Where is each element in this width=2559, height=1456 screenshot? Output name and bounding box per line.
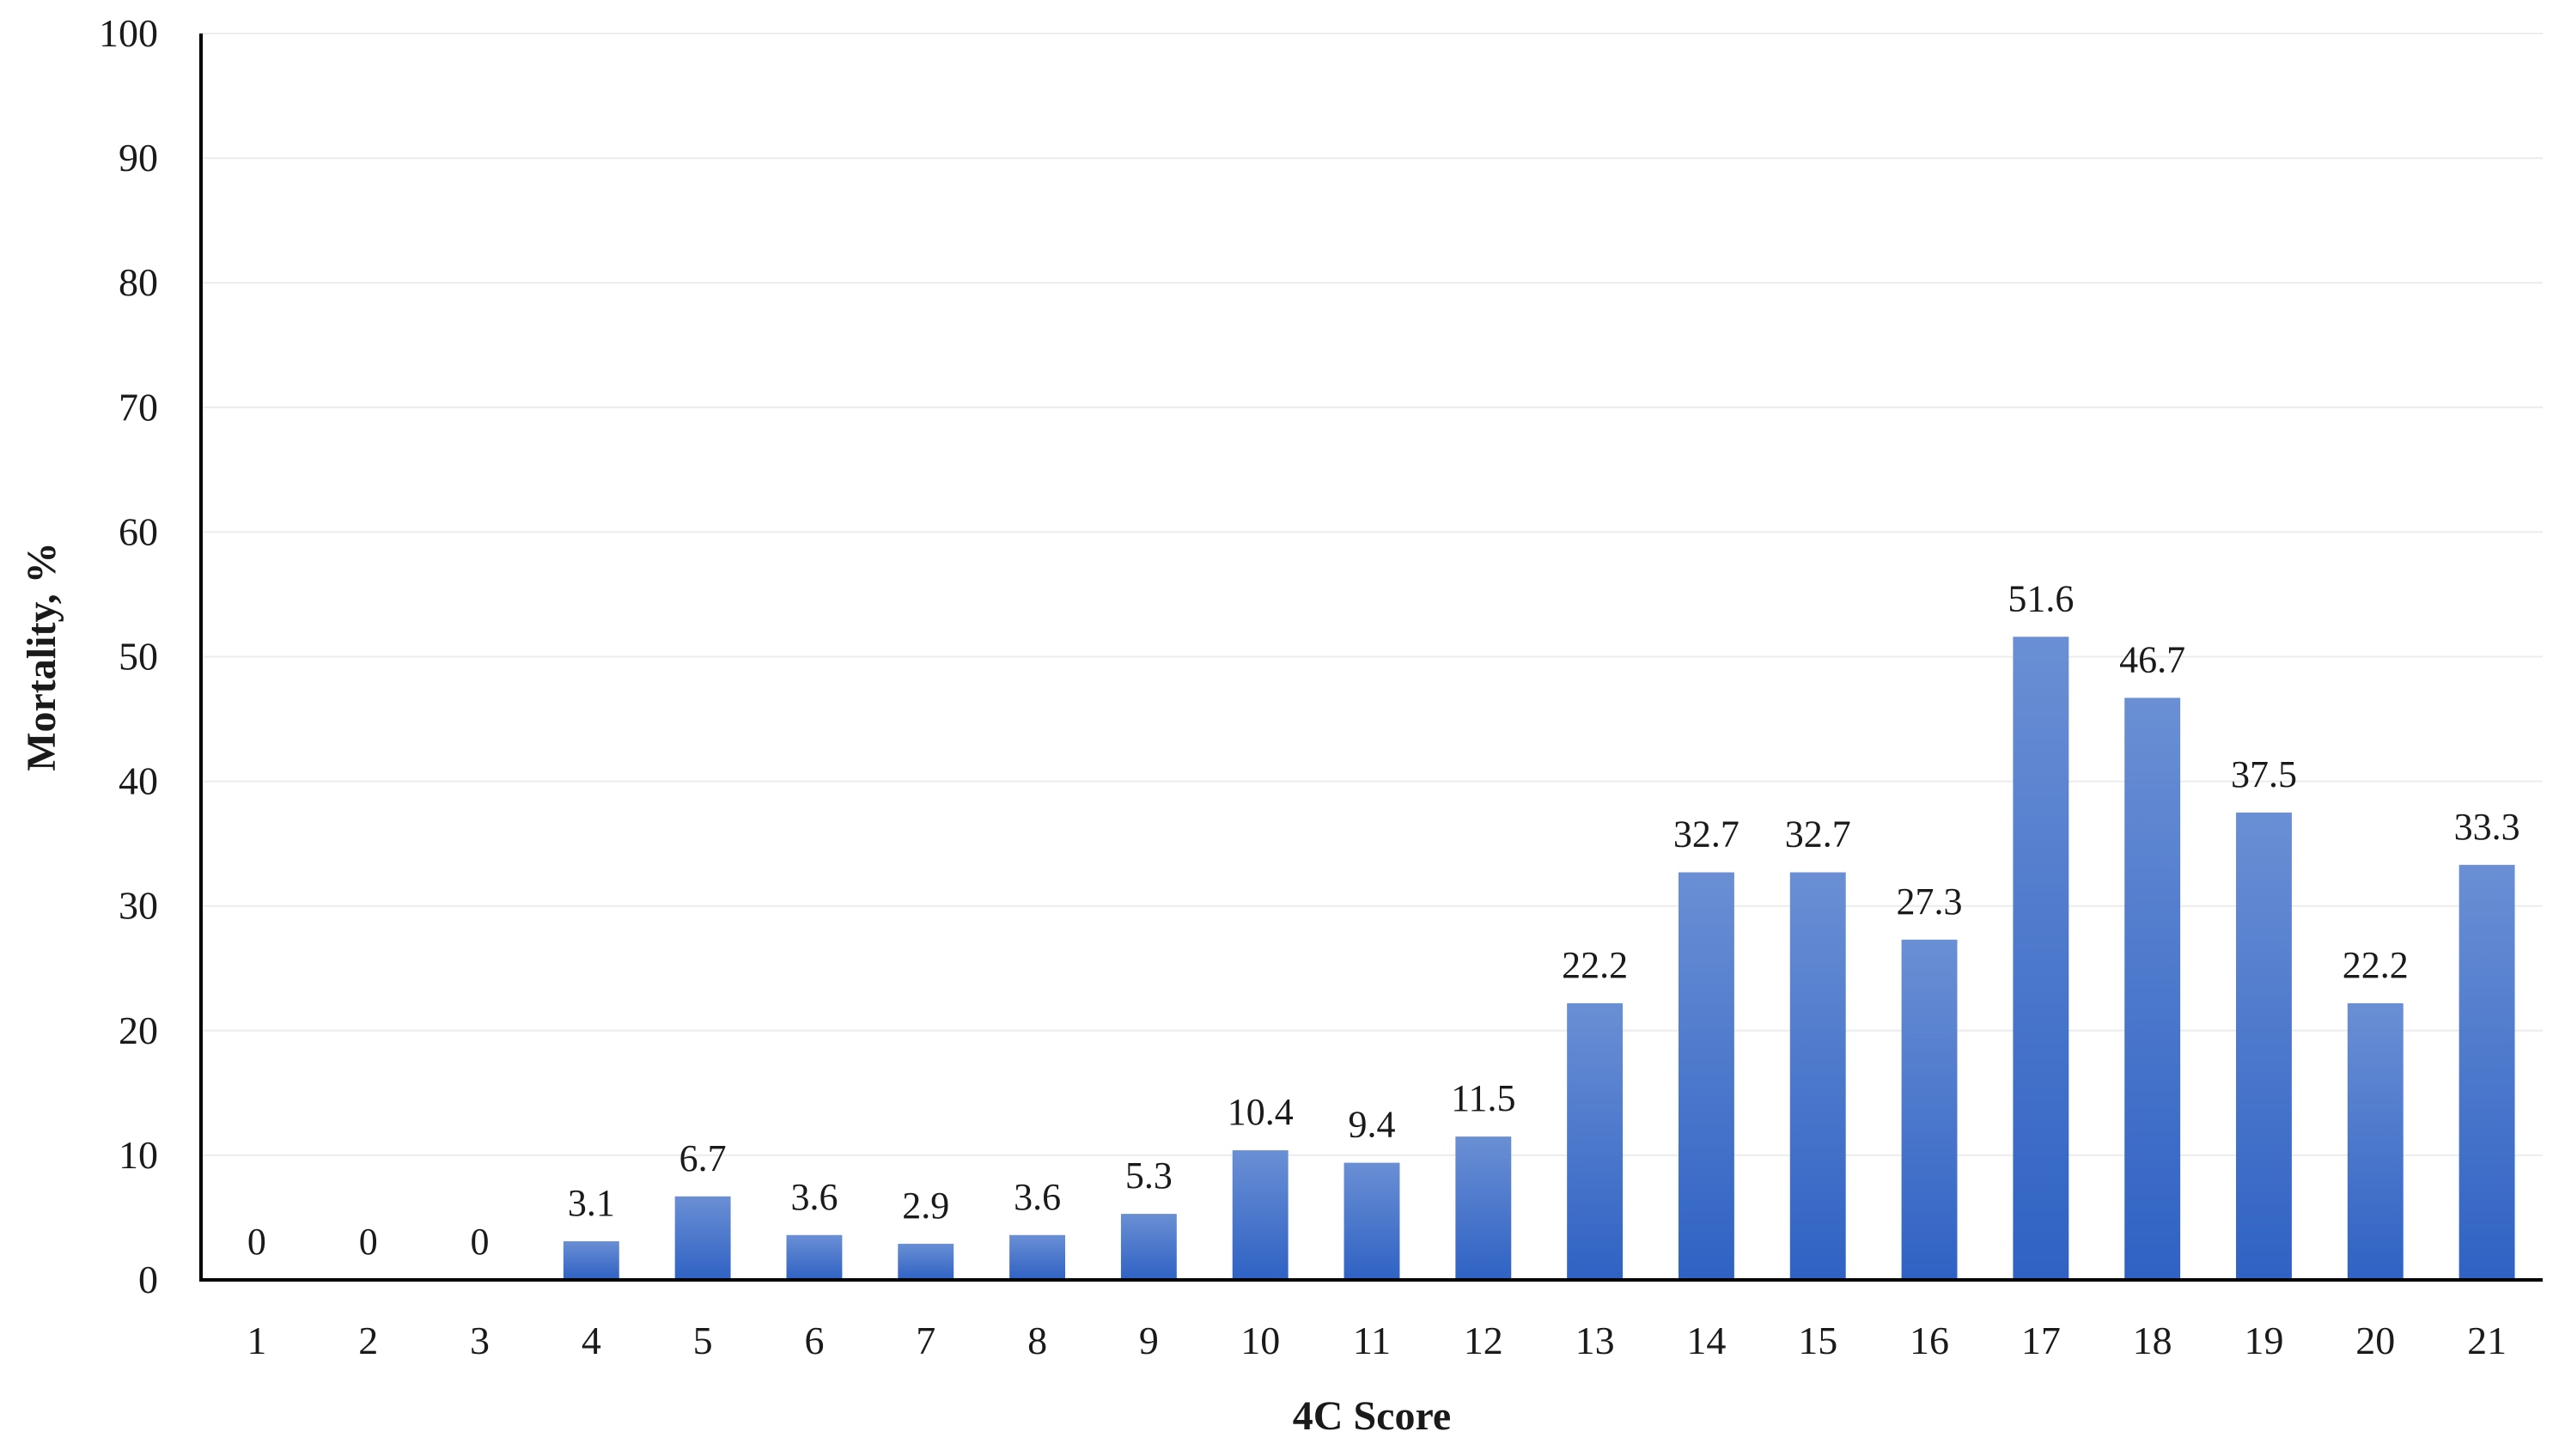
y-axis-title: Mortality, %	[19, 542, 64, 771]
x-tick-label: 8	[1027, 1319, 1047, 1362]
bar	[1567, 1002, 1624, 1280]
y-tick-label: 80	[119, 260, 158, 304]
y-tick-label: 60	[119, 509, 158, 553]
y-tick-label: 20	[119, 1008, 158, 1052]
y-tick-label: 90	[119, 136, 158, 180]
bar	[898, 1243, 954, 1280]
x-tick-label: 7	[916, 1319, 935, 1362]
bar	[1455, 1136, 1512, 1280]
data-label: 32.7	[1785, 813, 1851, 856]
x-tick-label: 3	[470, 1319, 490, 1362]
x-tick-label: 1	[247, 1319, 266, 1362]
data-label: 37.5	[2231, 753, 2297, 795]
data-label: 11.5	[1451, 1077, 1515, 1119]
x-tick-label: 14	[1686, 1319, 1726, 1362]
data-label: 3.6	[1014, 1176, 1061, 1218]
data-label: 0	[247, 1221, 266, 1263]
bar	[563, 1241, 619, 1280]
x-tick-label: 2	[358, 1319, 378, 1362]
x-tick-label: 4	[582, 1319, 601, 1362]
data-label: 0	[359, 1221, 378, 1263]
y-tick-label: 40	[119, 759, 158, 803]
x-tick-label: 13	[1575, 1319, 1615, 1362]
data-label: 27.3	[1897, 880, 1963, 923]
data-label: 5.3	[1125, 1154, 1173, 1197]
x-tick-label: 21	[2467, 1319, 2507, 1362]
bar	[1009, 1234, 1066, 1280]
y-tick-label: 100	[99, 11, 158, 55]
data-label: 6.7	[679, 1137, 727, 1179]
bar	[1789, 872, 1846, 1280]
bar	[674, 1196, 731, 1280]
data-label: 22.2	[2343, 944, 2409, 986]
data-label: 9.4	[1349, 1104, 1396, 1146]
x-tick-label: 10	[1240, 1319, 1280, 1362]
data-label: 10.4	[1228, 1091, 1294, 1133]
bar	[2124, 698, 2181, 1280]
y-tick-label: 0	[138, 1258, 158, 1301]
x-tick-label: 11	[1353, 1319, 1391, 1362]
bar	[1120, 1214, 1177, 1280]
x-tick-label: 5	[693, 1319, 713, 1362]
x-tick-label: 18	[2133, 1319, 2172, 1362]
y-tick-label: 10	[119, 1133, 158, 1177]
data-label: 51.6	[2008, 577, 2074, 619]
data-label: 33.3	[2454, 806, 2520, 848]
y-tick-label: 30	[119, 884, 158, 928]
data-label: 2.9	[902, 1185, 949, 1227]
bar	[2013, 637, 2069, 1280]
bar	[2236, 812, 2292, 1280]
y-tick-label: 50	[119, 635, 158, 679]
bar	[2347, 1002, 2404, 1280]
x-tick-label: 17	[2021, 1319, 2061, 1362]
x-tick-label: 12	[1464, 1319, 1503, 1362]
bar	[1343, 1162, 1400, 1280]
x-tick-label: 16	[1910, 1319, 1949, 1362]
bar	[1901, 939, 1958, 1280]
x-tick-label: 15	[1798, 1319, 1837, 1362]
bar	[1678, 872, 1734, 1280]
x-axis-title: 4C Score	[1293, 1393, 1451, 1439]
data-label: 32.7	[1673, 813, 1740, 856]
data-label: 46.7	[2119, 638, 2185, 680]
x-tick-label: 9	[1139, 1319, 1159, 1362]
x-tick-label: 19	[2244, 1319, 2283, 1362]
data-label: 0	[471, 1221, 490, 1263]
data-label: 22.2	[1562, 944, 1628, 986]
bar	[2458, 864, 2515, 1280]
bar	[1232, 1150, 1289, 1280]
data-label: 3.6	[790, 1176, 838, 1218]
y-tick-label: 70	[119, 385, 158, 429]
x-tick-label: 20	[2355, 1319, 2395, 1362]
data-label: 3.1	[568, 1182, 615, 1224]
bar	[786, 1234, 843, 1280]
x-tick-label: 6	[804, 1319, 824, 1362]
